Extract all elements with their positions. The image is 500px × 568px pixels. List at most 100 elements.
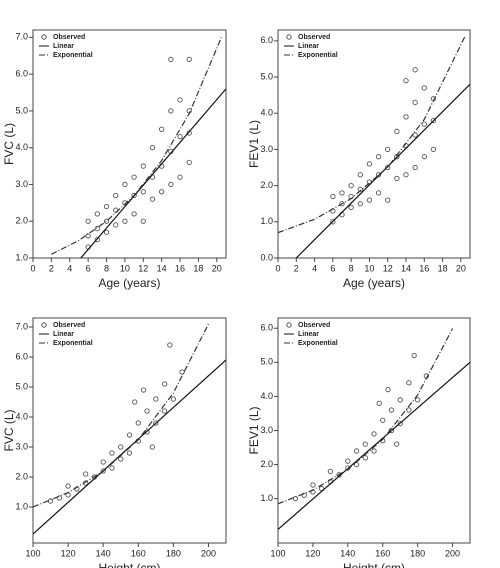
y-tick-label: 3.0 — [260, 144, 273, 154]
data-point — [103, 229, 110, 235]
x-tick-label: 18 — [193, 263, 203, 273]
y-tick-label: 5.0 — [260, 71, 273, 81]
x-tick-label: 140 — [340, 548, 355, 558]
data-point — [122, 218, 128, 224]
data-point — [153, 396, 159, 402]
data-point — [397, 397, 403, 403]
fit-line — [80, 88, 226, 258]
data-point — [140, 387, 147, 393]
data-point — [170, 396, 177, 402]
legend-label: Linear — [53, 43, 74, 50]
data-point — [292, 496, 299, 502]
legend-label: Linear — [298, 331, 319, 338]
legend-label: Observed — [298, 34, 330, 41]
data-point — [118, 444, 124, 450]
legend-marker — [286, 322, 292, 328]
y-axis-label: FEV1 (L) — [247, 120, 261, 168]
data-point — [380, 417, 386, 423]
data-point — [186, 159, 192, 166]
data-point — [385, 386, 391, 393]
y-tick-label: 6.0 — [15, 351, 28, 361]
y-tick-label: 6.0 — [260, 323, 273, 333]
y-tick-label: 4.0 — [15, 411, 28, 421]
data-point — [132, 399, 138, 405]
legend-marker — [286, 34, 292, 40]
data-point — [94, 236, 100, 243]
legend-label: Observed — [298, 322, 330, 329]
data-point — [412, 164, 418, 171]
data-point — [94, 211, 100, 217]
data-point — [348, 182, 354, 189]
x-tick-label: 16 — [175, 263, 185, 273]
data-point — [167, 342, 173, 348]
data-point — [159, 126, 165, 132]
data-point — [85, 233, 91, 239]
data-point — [118, 456, 124, 462]
plot-area — [277, 29, 471, 259]
data-point — [94, 225, 100, 232]
x-tick-label: 14 — [157, 263, 167, 273]
data-point — [421, 121, 427, 127]
x-tick-label: 2 — [49, 263, 54, 273]
y-tick-label: 2.0 — [15, 471, 28, 481]
data-point — [385, 146, 391, 153]
data-point — [362, 441, 368, 447]
x-tick-label: 200 — [445, 548, 460, 558]
data-point — [414, 397, 421, 403]
data-point — [177, 133, 183, 140]
data-point — [149, 196, 156, 202]
data-point — [159, 189, 165, 195]
data-point — [126, 432, 133, 438]
legend-label: Exponential — [298, 52, 338, 59]
y-tick-label: 4.0 — [260, 391, 273, 401]
data-point — [168, 108, 174, 114]
data-point — [149, 444, 155, 450]
data-point — [131, 174, 137, 180]
data-point — [385, 164, 391, 171]
legend-label: Observed — [53, 322, 85, 329]
x-tick-label: 8 — [349, 263, 354, 273]
data-point — [168, 56, 174, 63]
data-point — [122, 181, 128, 188]
data-point — [430, 117, 437, 124]
x-tick-label: 16 — [419, 263, 429, 273]
data-point — [339, 190, 345, 196]
data-point — [56, 495, 62, 501]
y-tick-label: 1.0 — [15, 252, 28, 262]
plot-area — [32, 317, 227, 544]
data-point — [109, 450, 115, 456]
legend-label: Linear — [298, 43, 319, 50]
y-axis-label: FVC (L) — [2, 409, 16, 451]
data-point — [366, 161, 373, 167]
x-axis-label: Age (years) — [98, 276, 160, 290]
data-point — [403, 114, 409, 120]
data-point — [103, 218, 110, 224]
fit-line — [51, 37, 222, 255]
x-axis-label: Age (years) — [343, 276, 405, 290]
x-axis-label: Height (cm) — [98, 561, 160, 568]
legend-label: Exponential — [53, 52, 93, 59]
x-tick-label: 100 — [270, 548, 285, 558]
y-tick-label: 2.0 — [260, 180, 273, 190]
data-point — [168, 181, 174, 188]
data-point — [375, 172, 382, 178]
data-point — [310, 482, 316, 488]
plot-area — [277, 317, 471, 544]
y-tick-label: 6.0 — [260, 35, 273, 45]
x-tick-label: 6 — [330, 263, 335, 273]
legend-label: Exponential — [53, 340, 93, 347]
x-tick-label: 140 — [96, 548, 111, 558]
y-tick-label: 4.0 — [15, 142, 28, 152]
data-point — [113, 192, 119, 199]
data-point — [131, 192, 137, 199]
data-point — [339, 201, 345, 207]
x-tick-label: 12 — [383, 263, 393, 273]
data-point — [100, 468, 106, 474]
data-point — [330, 219, 336, 225]
y-tick-label: 1.0 — [260, 216, 273, 226]
y-tick-label: 5.0 — [15, 105, 28, 115]
x-tick-label: 4 — [312, 263, 317, 273]
x-tick-label: 20 — [212, 263, 222, 273]
data-point — [366, 197, 373, 203]
data-point — [412, 67, 418, 73]
